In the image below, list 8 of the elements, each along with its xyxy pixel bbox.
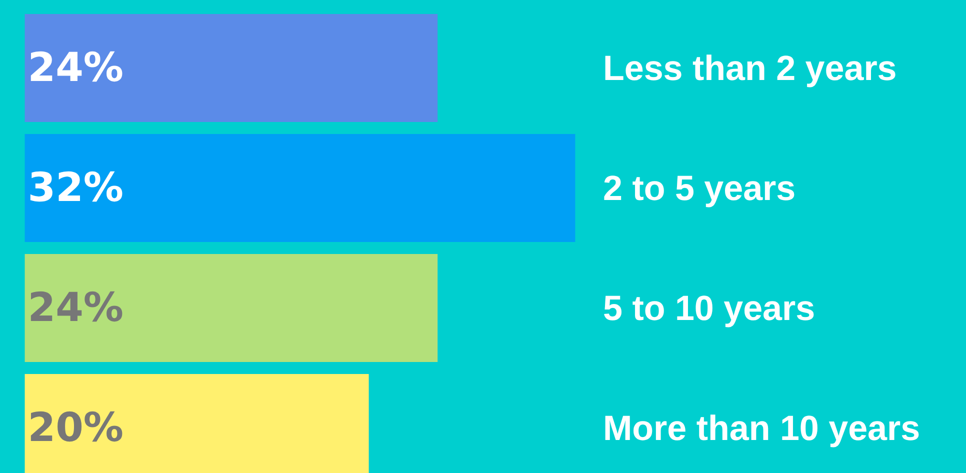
data-label: 32% [28,165,124,212]
data-label: 24% [28,45,124,92]
data-label: 20% [28,405,124,452]
y-tick-label: 2 to 5 years [603,169,796,208]
y-tick-label: Less than 2 years [603,49,897,88]
y-tick-label: More than 10 years [603,409,920,448]
y-tick-label: 5 to 10 years [603,289,816,328]
data-label: 24% [28,285,124,332]
